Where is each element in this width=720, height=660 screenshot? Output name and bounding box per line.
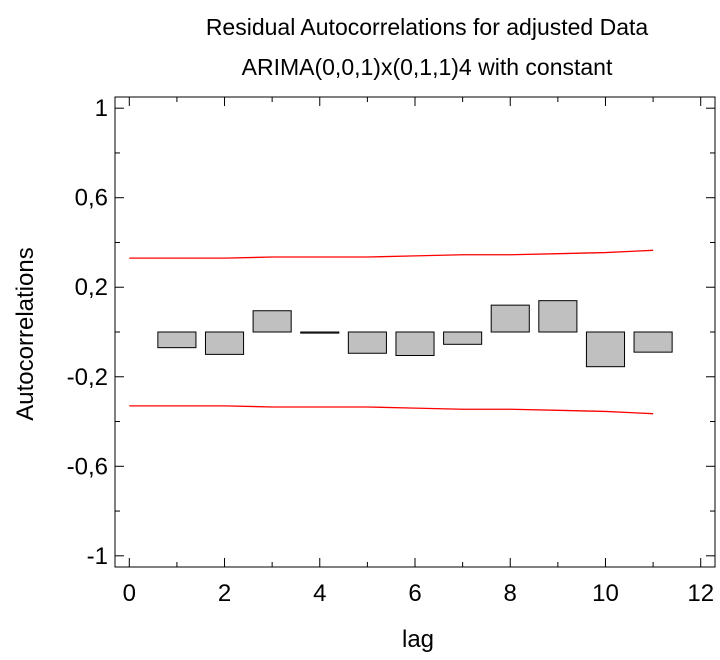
axis-ticks: 0 2 4 6 8 10 12 -1 -0,6 -0,2 0,2 0,6 1 <box>67 95 715 607</box>
chart-title: Residual Autocorrelations for adjusted D… <box>206 14 649 40</box>
autocorrelation-bar <box>633 331 673 353</box>
upper-limit-line <box>129 249 654 259</box>
autocorrelation-bar <box>490 304 530 333</box>
confidence-limits <box>129 249 654 415</box>
y-tick-label: -1 <box>87 543 108 570</box>
x-tick-label: 10 <box>592 580 619 607</box>
x-tick-label: 8 <box>504 580 517 607</box>
chart-subtitle: ARIMA(0,0,1)x(0,1,1)4 with constant <box>242 54 613 80</box>
x-axis-label: lag <box>402 626 434 653</box>
y-tick-label: 0,2 <box>75 274 108 301</box>
y-axis-label: Autocorrelations <box>12 247 39 420</box>
x-tick-label: 6 <box>408 580 421 607</box>
autocorrelation-bar <box>585 331 626 368</box>
y-tick-label: 0,6 <box>75 185 108 212</box>
x-tick-label: 0 <box>123 580 136 607</box>
autocorrelation-bar <box>157 331 197 349</box>
y-tick-label: 1 <box>95 95 108 122</box>
autocorrelation-bars <box>157 300 673 368</box>
autocorrelation-bar <box>538 300 578 333</box>
y-tick-label: -0,2 <box>67 364 108 391</box>
y-tick-label: -0,6 <box>67 453 108 480</box>
x-tick-label: 2 <box>218 580 231 607</box>
x-tick-label: 12 <box>687 580 714 607</box>
autocorrelation-bar <box>204 331 245 355</box>
autocorrelation-bar <box>443 331 483 345</box>
autocorrelation-bar <box>300 331 340 334</box>
autocorrelation-bar <box>252 310 292 333</box>
x-tick-label: 4 <box>313 580 326 607</box>
lower-limit-line <box>129 405 654 415</box>
autocorrelation-bar <box>347 331 387 354</box>
autocorrelation-bar <box>395 331 435 356</box>
